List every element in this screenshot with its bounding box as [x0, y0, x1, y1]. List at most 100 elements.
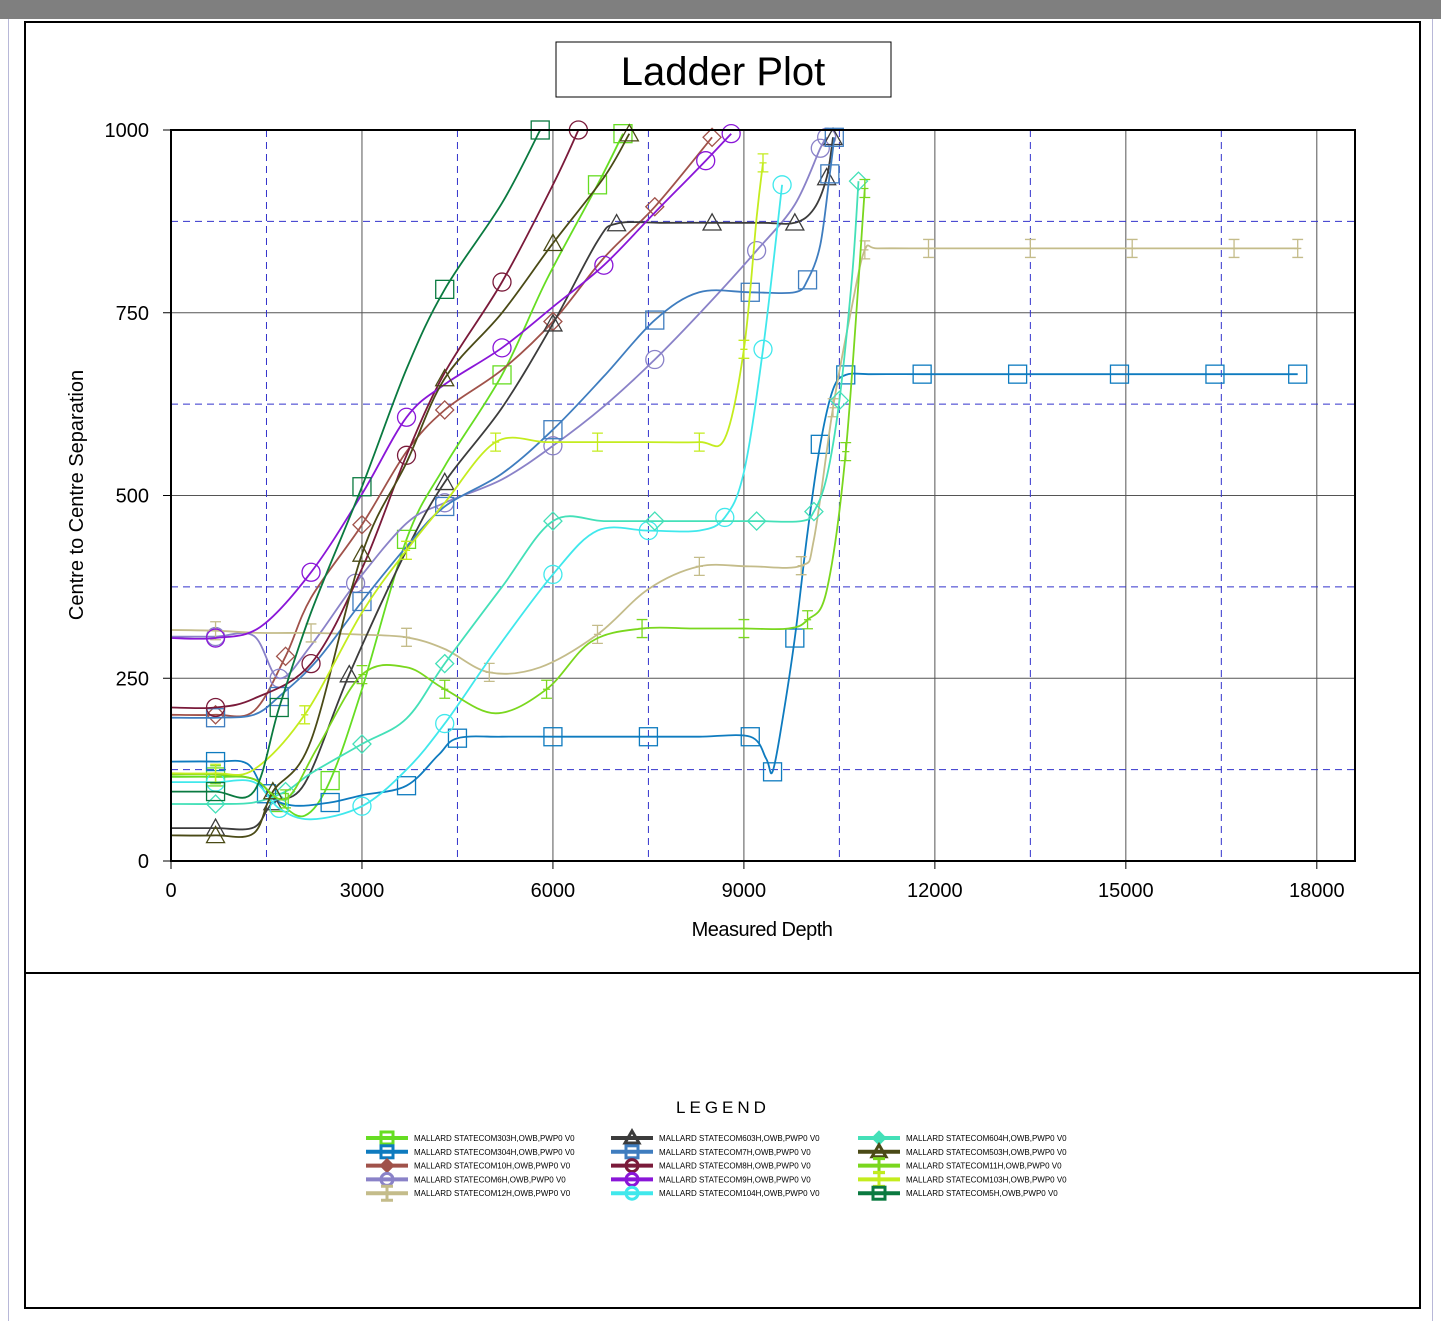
data-point [210, 763, 221, 783]
data-point [746, 511, 767, 532]
data-point [205, 697, 226, 718]
x-tick-label: 18000 [1289, 880, 1345, 902]
series-line [170, 137, 834, 831]
data-point [352, 796, 372, 816]
legend-entry: MALLARD STATECOM604H,OWB,PWP0 V0 [858, 1130, 1067, 1146]
data-point [320, 770, 340, 791]
chart-panel: Ladder Plot 0 3000 6000 9000 12000 15000 18000… [24, 21, 1421, 974]
title-box [555, 41, 892, 98]
data-point [492, 365, 512, 385]
data-point [205, 781, 226, 802]
legend-entries: MALLARD STATECOM303H,OWB,PWP0 V0 MALLARD … [366, 1128, 1067, 1202]
chart-title: Ladder Plot [621, 50, 826, 94]
data-point [740, 727, 760, 747]
y-tick-label: 1000 [105, 120, 150, 142]
series-1 [170, 124, 633, 818]
outer-frame [8, 19, 1433, 1321]
x-tick-label: 0 [165, 880, 176, 902]
data-point [492, 338, 512, 358]
data-point [592, 432, 603, 452]
data-point [1288, 364, 1308, 384]
series-layer [170, 120, 1308, 844]
data-point [638, 727, 659, 747]
data-point [434, 400, 455, 420]
data-point [840, 441, 852, 462]
data-point [543, 420, 563, 440]
data-point [320, 792, 340, 813]
series-line [170, 136, 713, 718]
legend-label: MALLARD STATECOM604H,OWB,PWP0 V0 [906, 1134, 1067, 1143]
data-point [784, 212, 805, 231]
x-tick-label: 12000 [907, 880, 963, 902]
legend-panel: LEGEND MALLARD STATECOM303H,OWB,PWP0 V0 M… [24, 972, 1421, 1309]
legend-label: MALLARD STATECOM11H,OWB,PWP0 V0 [906, 1162, 1062, 1171]
legend-label: MALLARD STATECOM12H,OWB,PWP0 V0 [414, 1189, 571, 1198]
data-point [1007, 364, 1028, 384]
data-point [401, 540, 412, 560]
data-point [762, 762, 783, 782]
x-tick-label: 15000 [1098, 880, 1154, 902]
legend-marker [871, 1185, 887, 1201]
series-line [170, 137, 836, 719]
legend-label: MALLARD STATECOM5H,OWB,PWP0 V0 [906, 1189, 1058, 1198]
legend-label: MALLARD STATECOM104H,OWB,PWP0 V0 [659, 1189, 820, 1198]
legend-label: MALLARD STATECOM7H,OWB,PWP0 V0 [659, 1148, 811, 1157]
legend-label: MALLARD STATECOM8H,OWB,PWP0 V0 [659, 1162, 811, 1171]
legend-entry: MALLARD STATECOM7H,OWB,PWP0 V0 [611, 1144, 811, 1160]
legend-marker [379, 1157, 395, 1174]
series-line [170, 162, 764, 776]
data-point [810, 434, 830, 454]
data-point [1205, 364, 1225, 384]
series-line [170, 181, 860, 805]
data-point [210, 621, 221, 641]
data-point [352, 477, 372, 497]
data-point [923, 238, 934, 259]
data-point [301, 562, 321, 582]
legend-entry: MALLARD STATECOM603H,OWB,PWP0 V0 [611, 1128, 820, 1145]
data-point [434, 472, 455, 491]
series-5 [170, 238, 1304, 683]
data-point [352, 591, 372, 612]
data-point [439, 679, 451, 699]
series-4 [170, 127, 837, 688]
data-point [746, 240, 767, 261]
data-point [434, 653, 455, 674]
data-point [205, 708, 226, 728]
data-point [1126, 238, 1138, 259]
data-point [753, 339, 773, 359]
data-point [696, 151, 716, 171]
data-point [802, 610, 813, 630]
data-point [275, 646, 296, 667]
legend-entry: MALLARD STATECOM9H,OWB,PWP0 V0 [611, 1171, 811, 1187]
data-point [1228, 238, 1240, 259]
data-point [339, 664, 360, 683]
y-tick-label: 250 [116, 668, 149, 690]
data-point [543, 727, 563, 747]
series-line [170, 188, 866, 801]
y-axis-label: Centre to Centre Separation [66, 370, 88, 620]
legend-label: MALLARD STATECOM304H,OWB,PWP0 V0 [414, 1148, 575, 1157]
legend-marker [624, 1171, 640, 1187]
legend-title: LEGEND [676, 1098, 770, 1117]
data-point [848, 171, 869, 192]
top-bar [0, 0, 1441, 19]
data-point [435, 496, 455, 517]
data-point [352, 734, 372, 754]
series-line [170, 133, 624, 818]
data-point [757, 153, 769, 173]
y-tick-label: 500 [116, 486, 149, 508]
data-point [542, 313, 564, 332]
data-point [797, 270, 818, 290]
legend-label: MALLARD STATECOM503H,OWB,PWP0 V0 [906, 1148, 1067, 1157]
axis-layer: 0 3000 6000 9000 12000 15000 18000 0 250 500 750 10… [105, 120, 1345, 902]
legend-swatch-marker [379, 1130, 395, 1146]
data-point [738, 618, 750, 639]
series-13 [170, 178, 871, 809]
data-point [483, 662, 495, 683]
data-point [256, 784, 277, 804]
data-point [816, 167, 837, 186]
data-point [356, 664, 368, 685]
series-line [170, 129, 580, 710]
y-tick-label: 750 [116, 303, 149, 325]
data-point [434, 368, 455, 387]
